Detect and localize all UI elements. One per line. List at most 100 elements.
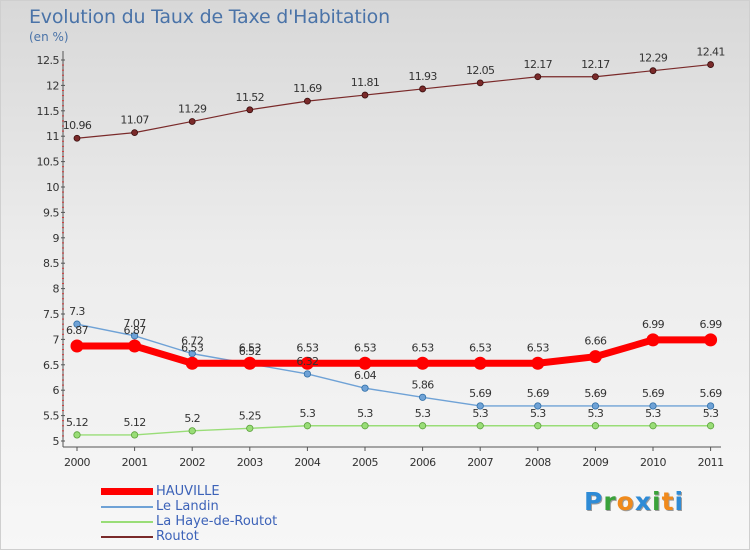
- data-label: 6.53: [239, 341, 262, 354]
- y-tick-label: 9: [53, 232, 60, 245]
- legend-swatch: [101, 506, 153, 508]
- data-point: [358, 356, 372, 370]
- data-label: 11.29: [178, 102, 207, 115]
- data-label: 5.69: [700, 387, 723, 400]
- data-point: [588, 350, 602, 364]
- data-label: 11.07: [120, 114, 149, 127]
- y-tick-label: 6: [53, 384, 60, 397]
- data-point: [243, 356, 257, 370]
- data-label: 5.3: [472, 407, 488, 420]
- y-tick-label: 12.5: [37, 54, 60, 67]
- data-point: [73, 431, 81, 439]
- logo-letter: P: [584, 487, 604, 516]
- y-tick-label: 6.5: [43, 359, 59, 372]
- data-point: [361, 384, 369, 392]
- y-tick-label: 9.5: [43, 206, 59, 219]
- data-label: 6.53: [296, 341, 319, 354]
- data-point: [706, 402, 715, 410]
- legend-swatch: [101, 521, 153, 523]
- data-label: 6.53: [412, 341, 435, 354]
- logo-letter: x: [634, 487, 652, 516]
- y-tick-label: 5.5: [43, 410, 59, 423]
- data-label: 6.66: [584, 335, 607, 348]
- logo-letter: i: [674, 487, 685, 516]
- data-label: 6.87: [66, 324, 89, 337]
- data-label: 5.3: [300, 407, 316, 420]
- y-tick-label: 8.5: [43, 257, 59, 270]
- x-tick-label: 2007: [467, 456, 493, 469]
- data-label: 11.81: [351, 76, 380, 89]
- chart-subtitle: (en %): [29, 30, 69, 44]
- data-point: [188, 427, 196, 435]
- data-point: [704, 333, 718, 347]
- data-label: 5.69: [527, 387, 550, 400]
- data-point: [476, 422, 484, 430]
- data-point: [591, 422, 600, 430]
- data-point: [73, 320, 81, 328]
- data-labels-routot: 10.96 11.07 11.29 11.52 11.69 11.81 11.93 12.05…: [63, 46, 726, 133]
- data-label: 10.96: [63, 119, 92, 132]
- data-point: [303, 422, 311, 430]
- data-point: [649, 402, 657, 410]
- data-label: 6.04: [354, 369, 377, 382]
- data-point: [534, 422, 542, 430]
- data-label: 6.72: [181, 335, 203, 348]
- data-label: 5.2: [184, 412, 200, 425]
- series-la-haye-de-routot: [73, 422, 715, 439]
- data-label: 5.69: [469, 387, 492, 400]
- data-point: [418, 393, 427, 401]
- series-line: [76, 425, 712, 436]
- data-point: [707, 61, 714, 68]
- data-point: [534, 73, 542, 81]
- x-tick-label: 2009: [582, 456, 608, 469]
- data-label: 7.07: [124, 317, 147, 330]
- x-tick-label: 2001: [122, 456, 148, 469]
- data-point: [246, 106, 254, 114]
- x-tick-label: 2008: [525, 456, 551, 469]
- data-point: [246, 424, 254, 432]
- y-tick-label: 8: [53, 283, 60, 296]
- logo-letter: r: [603, 487, 617, 516]
- data-point: [70, 339, 84, 353]
- data-point: [361, 422, 369, 430]
- data-label: 6.99: [700, 318, 723, 331]
- data-point: [185, 356, 199, 370]
- data-point: [300, 356, 314, 370]
- data-label: 5.12: [66, 416, 88, 429]
- data-point: [73, 134, 81, 142]
- data-label: 5.69: [642, 387, 665, 400]
- data-label: 5.3: [415, 407, 431, 420]
- y-tick-label: 11: [46, 130, 59, 143]
- data-point: [131, 332, 139, 340]
- x-tick-label: 2004: [294, 456, 320, 469]
- chart-title: Evolution du Taux de Taxe d'Habitation: [29, 6, 390, 28]
- data-point: [303, 97, 311, 105]
- legend-label: HAUVILLE: [156, 484, 220, 499]
- data-point: [188, 118, 196, 125]
- data-point: [531, 356, 545, 370]
- x-tick-label: 2005: [352, 456, 378, 469]
- data-point: [418, 422, 427, 430]
- proxiti-logo: Proxiti: [584, 487, 684, 516]
- data-point: [473, 356, 487, 370]
- series-line: [76, 63, 712, 139]
- x-tick-label: 2000: [64, 456, 90, 469]
- data-labels-hauville: 6.87 6.87 6.53 6.53 6.53 6.53 6.53 6.53 6.53 6.66…: [66, 318, 723, 354]
- data-label: 6.52: [239, 345, 261, 358]
- data-point: [128, 339, 142, 353]
- y-tick-label: 7: [53, 333, 60, 346]
- data-label: 6.99: [642, 318, 665, 331]
- data-point: [476, 402, 484, 410]
- data-point: [419, 85, 427, 93]
- data-point: [592, 73, 599, 81]
- y-tick-label: 5: [53, 435, 60, 448]
- y-tick-label: 7.5: [43, 308, 59, 321]
- x-tick-label: 2010: [640, 456, 666, 469]
- legend-label: La Haye-de-Routot: [156, 514, 278, 529]
- data-label: 12.29: [639, 52, 668, 65]
- data-point: [361, 91, 369, 99]
- data-point: [534, 402, 542, 410]
- data-point: [131, 431, 139, 439]
- data-label: 5.86: [412, 378, 435, 391]
- data-label: 6.53: [469, 341, 492, 354]
